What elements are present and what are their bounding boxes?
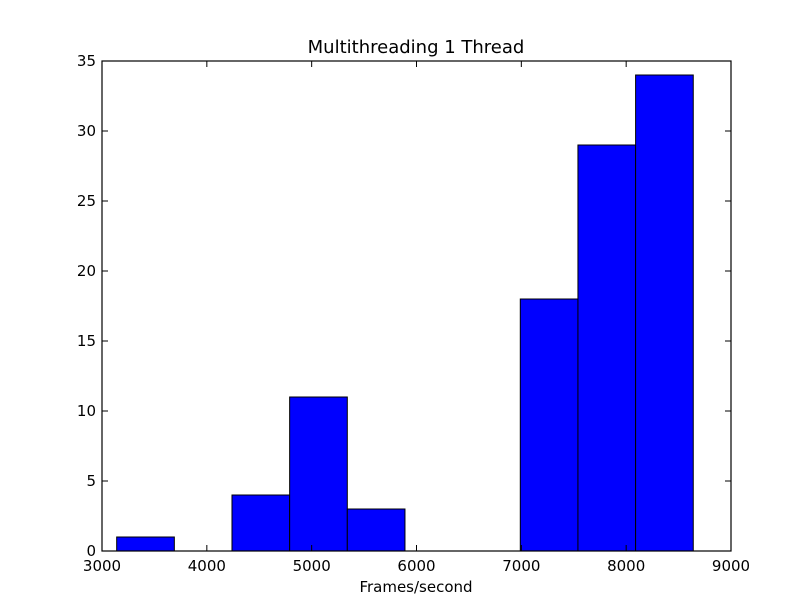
- histogram-bar-3: [289, 396, 348, 552]
- y-tick-label-5: 25: [77, 192, 96, 210]
- y-tick-label-3: 15: [77, 332, 96, 350]
- x-tick-label-0: 3000: [83, 557, 121, 575]
- histogram-bar-7: [519, 298, 579, 552]
- x-tick-label-1: 4000: [188, 557, 226, 575]
- x-axis-label: Frames/second: [359, 578, 472, 596]
- bars-group: [116, 74, 694, 552]
- y-ticks-group: 0 5 10 15 20 25 30 35: [77, 52, 731, 560]
- x-tick-label-3: 6000: [397, 557, 435, 575]
- x-tick-label-6: 9000: [712, 557, 750, 575]
- x-tick-label-4: 7000: [502, 557, 540, 575]
- y-tick-label-2: 10: [77, 402, 96, 420]
- y-tick-label-7: 35: [77, 52, 96, 70]
- y-tick-label-4: 20: [77, 262, 96, 280]
- histogram-bar-4: [346, 508, 406, 552]
- chart-title: Multithreading 1 Thread: [308, 37, 525, 58]
- histogram-bar-9: [635, 74, 694, 552]
- histogram-bar-0: [116, 536, 175, 552]
- x-ticks-group: 3000 4000 5000 6000 7000 8000 9000: [83, 61, 750, 575]
- y-tick-label-6: 30: [77, 122, 96, 140]
- histogram-bar-2: [231, 494, 291, 552]
- x-tick-label-2: 5000: [293, 557, 331, 575]
- y-tick-label-0: 0: [86, 542, 96, 560]
- histogram-bar-8: [577, 144, 637, 552]
- x-tick-label-5: 8000: [607, 557, 645, 575]
- y-tick-label-1: 5: [86, 472, 96, 490]
